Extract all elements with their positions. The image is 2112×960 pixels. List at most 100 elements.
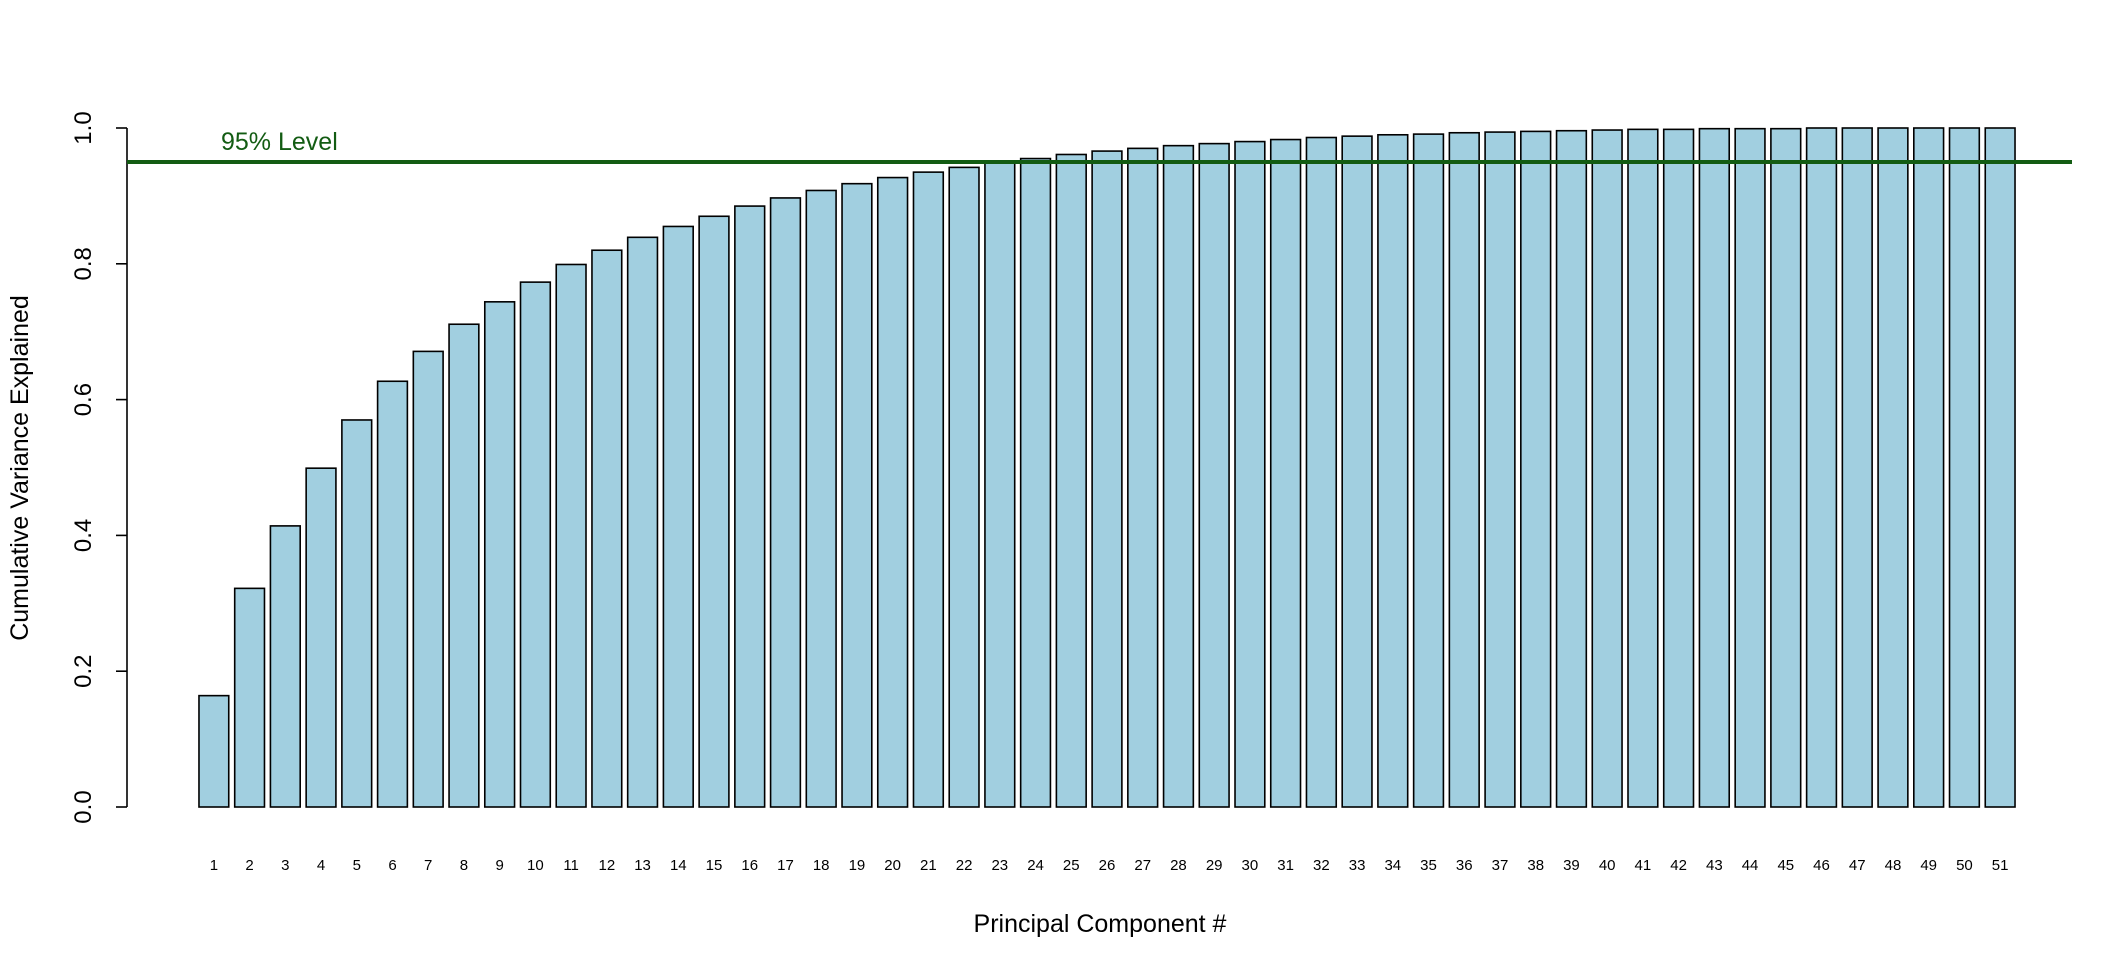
bar	[1162, 144, 1195, 808]
x-category-label: 3	[281, 857, 289, 874]
bar	[198, 694, 230, 808]
bar	[233, 587, 266, 808]
x-category-label: 33	[1349, 857, 1366, 874]
bar	[1734, 127, 1766, 808]
x-category-label: 23	[991, 857, 1008, 874]
x-category-label: 12	[598, 857, 615, 874]
reference-line-label: 95% Level	[221, 128, 338, 156]
x-category-label: 45	[1777, 857, 1794, 874]
x-category-label: 9	[495, 857, 503, 874]
bar	[662, 225, 694, 808]
y-tick-label: 0.8	[70, 247, 97, 280]
bar	[948, 166, 980, 808]
x-category-label: 1	[210, 857, 218, 874]
bar	[1127, 147, 1159, 808]
bar	[269, 525, 301, 808]
x-category-label: 14	[670, 857, 687, 874]
bar	[1698, 127, 1731, 808]
x-category-label: 48	[1885, 857, 1902, 874]
bar	[1448, 131, 1480, 808]
bar	[1770, 127, 1802, 808]
bar	[1591, 129, 1623, 808]
x-category-label: 6	[388, 857, 396, 874]
x-category-label: 37	[1492, 857, 1509, 874]
x-category-label: 27	[1134, 857, 1151, 874]
x-category-label: 39	[1563, 857, 1580, 874]
bar	[1805, 127, 1838, 808]
x-category-label: 10	[527, 857, 544, 874]
x-category-label: 15	[706, 857, 723, 874]
bar	[1984, 127, 2016, 808]
bar	[698, 215, 730, 808]
x-category-label: 5	[353, 857, 361, 874]
x-category-label: 32	[1313, 857, 1330, 874]
y-tick-label: 0.2	[70, 655, 97, 688]
y-tick-label: 0.6	[70, 383, 97, 416]
x-category-label: 24	[1027, 857, 1044, 874]
x-category-label: 2	[245, 857, 253, 874]
x-category-label: 43	[1706, 857, 1723, 874]
bar	[412, 350, 444, 808]
bar	[1877, 127, 1909, 808]
x-category-label: 26	[1099, 857, 1116, 874]
bar	[519, 281, 552, 808]
x-category-label: 20	[884, 857, 901, 874]
x-category-label: 31	[1277, 857, 1294, 874]
bar	[1555, 129, 1588, 808]
y-axis-title: Cumulative Variance Explained	[6, 295, 34, 641]
x-category-label: 51	[1992, 857, 2009, 874]
bar	[483, 301, 516, 808]
bars	[198, 127, 2016, 808]
x-category-label: 7	[424, 857, 432, 874]
bar	[1913, 127, 1945, 808]
x-axis-title: Principal Component #	[974, 910, 1227, 938]
bar	[1341, 135, 1373, 808]
y-tick-label: 0.4	[70, 519, 97, 552]
x-category-label: 36	[1456, 857, 1473, 874]
x-category-label: 28	[1170, 857, 1187, 874]
bar	[1377, 133, 1409, 808]
x-category-label: 25	[1063, 857, 1080, 874]
bar	[1948, 127, 1981, 808]
x-category-label: 13	[634, 857, 651, 874]
bar	[734, 205, 766, 808]
bar	[1484, 131, 1516, 808]
y-axis: 0.0 0.2 0.4 0.6 0.8 1.0	[70, 111, 128, 824]
bar	[1234, 140, 1266, 808]
x-category-label: 34	[1384, 857, 1401, 874]
x-category-label: 4	[317, 857, 325, 874]
bar	[341, 419, 373, 808]
bar	[1841, 127, 1873, 808]
bar	[376, 380, 409, 808]
x-category-label: 42	[1670, 857, 1687, 874]
x-category-label: 22	[956, 857, 973, 874]
bar	[1055, 153, 1087, 808]
x-category-label: 11	[563, 857, 579, 874]
x-category-label: 41	[1635, 857, 1652, 874]
bar	[591, 249, 623, 808]
bar	[1412, 133, 1445, 808]
x-category-label: 44	[1742, 857, 1759, 874]
x-category-label: 35	[1420, 857, 1437, 874]
x-category-label: 50	[1956, 857, 1973, 874]
x-category-label: 19	[849, 857, 866, 874]
y-tick-label: 1.0	[70, 111, 97, 144]
bar	[1019, 157, 1052, 808]
bar	[1091, 150, 1123, 808]
bar	[1520, 130, 1552, 808]
x-category-label: 29	[1206, 857, 1223, 874]
bar	[626, 236, 659, 808]
bar	[448, 323, 480, 808]
bar	[841, 182, 873, 808]
bar	[555, 263, 587, 808]
x-category-label: 46	[1813, 857, 1830, 874]
x-category-label: 40	[1599, 857, 1616, 874]
x-category-label: 16	[741, 857, 758, 874]
x-category-label: 18	[813, 857, 830, 874]
bar	[769, 197, 802, 808]
bar	[1269, 138, 1302, 808]
bar	[1662, 128, 1695, 808]
bar	[305, 467, 337, 808]
bar	[805, 189, 837, 808]
